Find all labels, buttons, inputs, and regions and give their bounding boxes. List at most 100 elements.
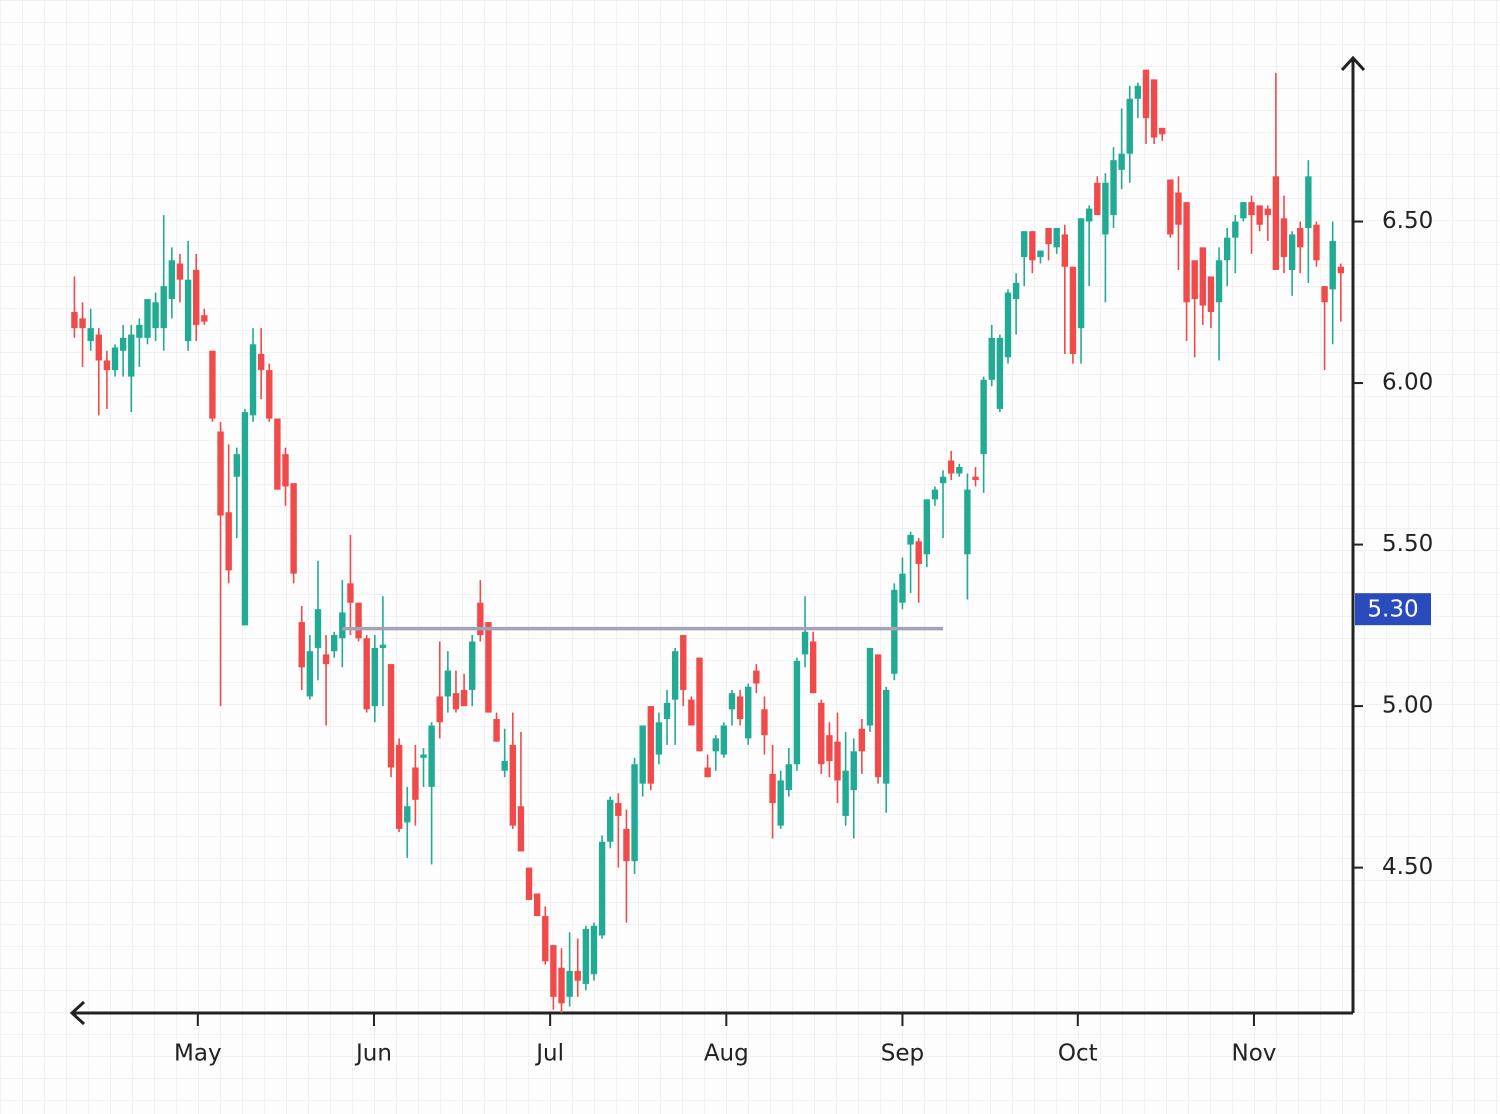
candle-body [947,460,955,474]
price-tag [1355,593,1431,626]
candle-body [1232,221,1239,238]
candle-body [964,489,971,555]
candle-body [1240,202,1247,219]
candle-body [907,534,914,545]
candle-body [306,651,314,697]
x-axis-arrow [69,1000,86,1026]
x-tick-label: Jun [354,1041,392,1067]
candle-body [866,647,874,726]
candle-body [444,670,452,697]
candle-body [128,334,135,377]
candle-body [655,722,663,755]
candle-body [1313,224,1320,261]
candle-body [931,489,939,500]
candle-body [371,647,378,707]
y-tick-label: 5.00 [1382,693,1433,719]
candle-body [209,350,216,419]
candle-body [1012,282,1020,300]
candle-body [1329,240,1336,290]
candle-body [785,764,793,791]
candle-body [533,893,541,917]
candle-body [1223,237,1231,261]
candle-body [736,696,744,720]
candle-body [745,686,752,739]
candle-body [331,635,338,652]
candle-body [1297,227,1304,248]
candle-body [282,454,289,487]
x-tick-label: May [174,1041,222,1067]
candle-body [428,725,435,787]
candle-body [1264,208,1271,216]
candle-body [355,602,362,639]
candle-body [883,689,890,784]
candle-body [923,499,931,555]
candle-body [95,334,102,361]
candle-body [704,767,711,778]
candle-body [347,583,354,603]
candle-body [509,744,517,826]
candle-body [1337,266,1345,274]
candle-body [1159,127,1166,135]
candle-body [753,670,760,684]
candle-body [550,945,557,997]
candle-body [818,702,825,765]
candle-body [1077,218,1085,329]
candle-body [363,638,370,710]
candle-body [420,754,427,758]
candle-body [915,541,922,564]
candle-body [1061,234,1069,267]
candle-body [217,431,224,516]
candle-body [404,806,411,823]
candle-body [387,664,395,768]
candle-body [582,929,590,984]
candle-body [266,370,273,419]
candle-body [688,699,695,726]
candle-body [972,476,979,480]
candle-body [71,311,78,329]
candle-body [1191,260,1198,300]
candle-body [249,344,257,416]
candle-body [858,728,866,752]
candle-body [566,971,573,997]
y-tick-label: 6.00 [1382,370,1433,396]
candle-body [769,773,776,804]
candle-body [485,622,492,713]
candle-body [1029,231,1036,261]
candle-body [1004,292,1012,358]
candle-body [1207,276,1215,312]
candle-body [1045,227,1052,245]
candle-body [241,412,249,626]
candle-body [1248,202,1255,216]
candle-body [1102,182,1109,235]
candle-body [996,337,1004,409]
candle-body [696,657,703,752]
candle-body [233,454,240,477]
candle-body [615,803,622,816]
y-tick-label: 5.50 [1382,531,1433,557]
x-tick-label: Sep [881,1041,924,1067]
x-tick-label: Jul [534,1041,564,1067]
candle-body [1037,250,1044,258]
candle-body [793,660,801,765]
candle-body [395,744,403,829]
candle-body [193,269,200,325]
candle-body [1321,286,1328,303]
candle-body [274,418,281,490]
candle-body [647,706,655,784]
candle-body [598,841,606,936]
candle-body [436,696,443,723]
candle-body [891,589,898,674]
candle-body [176,263,184,280]
candle-body [379,644,387,648]
candle-body [111,347,119,371]
candle-body [168,260,176,300]
x-tick-label: Aug [704,1041,749,1067]
x-tick-label: Nov [1232,1041,1277,1067]
candle-body [801,631,809,655]
candle-body [493,719,500,742]
candle-body [607,799,614,842]
candle-body [501,761,508,771]
candle-body [469,641,476,690]
candle-body [850,751,857,791]
